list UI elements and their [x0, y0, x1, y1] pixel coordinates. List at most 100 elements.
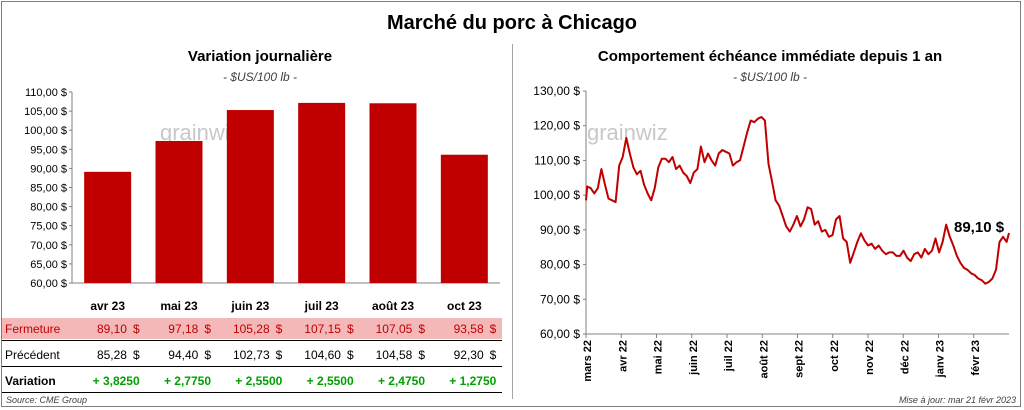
- bar-y-tick-label: 85,00 $: [30, 183, 67, 195]
- table-rule: [2, 340, 502, 341]
- bar-y-tick-label: 70,00 $: [30, 240, 67, 252]
- cell-value: 93,58: [453, 322, 484, 336]
- row-label: Fermeture: [5, 322, 61, 336]
- cell-value: + 2,7750: [163, 374, 211, 388]
- cell-value: 104,58: [375, 348, 413, 362]
- cell-value: 94,40: [168, 348, 199, 362]
- line-y-tick-label: 120,00 $: [533, 119, 580, 133]
- bar-y-tick-label: 80,00 $: [30, 202, 67, 214]
- line-y-tick-label: 70,00 $: [540, 292, 580, 306]
- cell-value: 92,30: [453, 348, 484, 362]
- close-row: Fermeture 89,10 $97,18 $105,28 $107,15 $107,0…: [2, 318, 502, 339]
- table-rule: [2, 366, 502, 367]
- bar-y-tick-label: 105,00 $: [24, 106, 67, 118]
- bar-x-tick-label: mai 23: [160, 299, 198, 313]
- right-chart-title: Comportement échéance immédiate depuis 1…: [597, 48, 943, 65]
- cell-currency: $: [418, 348, 425, 362]
- line-x-tick-label: déc 22: [899, 340, 911, 374]
- bar-y-tick-label: 60,00 $: [30, 278, 67, 290]
- row-label: Variation: [5, 374, 56, 388]
- bar-chart: grainwiz 60,00 $65,00 $70,00 $75,00 $80,…: [24, 87, 500, 313]
- table-cell: + 2,5500: [284, 374, 354, 388]
- table-cell: 104,60 $: [284, 348, 354, 362]
- table-cell: 107,05 $: [355, 322, 425, 336]
- bar-chart-axis: 60,00 $ 65,00 $ 70,00 $ 75,00 $ 80,00 $ 85,00…: [24, 87, 500, 290]
- previous-row: Précédent 85,28 $94,40 $102,73 $104,60 $104,5…: [2, 344, 502, 365]
- cell-currency: $: [489, 322, 497, 336]
- cell-currency: $: [489, 348, 497, 362]
- table-cell: 107,15 $: [284, 322, 354, 336]
- cell-value: 105,28: [232, 322, 270, 336]
- table-cell: 94,40 $: [141, 348, 211, 362]
- table-rule: [2, 392, 502, 393]
- cell-value: + 2,4750: [377, 374, 425, 388]
- right-chart-unit: - $US/100 lb -: [732, 70, 808, 84]
- page-title: Marché du porc à Chicago: [386, 12, 638, 34]
- table-cell: 92,30 $: [426, 348, 497, 362]
- row-label: Précédent: [5, 348, 60, 362]
- cell-currency: $: [275, 348, 283, 362]
- bar: [298, 102, 346, 284]
- cell-value: + 2,5500: [306, 374, 354, 388]
- bar-y-tick-label: 75,00 $: [30, 221, 67, 233]
- bar-y-tick-label: 65,00 $: [30, 259, 67, 271]
- line-y-tick-label: 60,00 $: [540, 327, 580, 341]
- cell-currency: $: [204, 322, 211, 336]
- left-chart-title: Variation journalière: [187, 48, 333, 65]
- update-note: Mise à jour: mar 21 févr 2023: [898, 395, 1016, 405]
- table-cell: + 3,8250: [70, 374, 140, 388]
- table-cell: + 2,7750: [141, 374, 211, 388]
- line-x-tick-label: août 22: [758, 340, 770, 379]
- cell-value: 85,28: [96, 348, 127, 362]
- line-x-tick-label: avr 22: [617, 340, 629, 372]
- bar-y-tick-label: 110,00 $: [25, 87, 67, 99]
- source-note: Source: CME Group: [6, 395, 88, 405]
- cell-value: 107,05: [375, 322, 413, 336]
- bar-y-tick-label: 95,00 $: [30, 144, 67, 156]
- cell-currency: $: [132, 348, 140, 362]
- bar-x-tick-label: oct 23: [447, 299, 482, 313]
- cell-currency: $: [346, 348, 354, 362]
- table-cell: 93,58 $: [426, 322, 497, 336]
- bar-y-tick-label: 100,00 $: [24, 125, 67, 137]
- change-row: Variation + 3,8250 + 2,7750 + 2,5500 + 2,550…: [2, 370, 502, 391]
- bar: [226, 110, 274, 284]
- line-x-tick-label: mars 22: [582, 340, 594, 382]
- line-x-tick-label: juil 22: [723, 340, 735, 372]
- line-chart: grainwiz 60,00 $70,00 $80,00 $90,00 $100…: [533, 84, 1010, 382]
- cell-currency: $: [132, 322, 140, 336]
- bar-x-tick-label: avr 23: [90, 299, 125, 313]
- table-cell: 85,28 $: [70, 348, 140, 362]
- bar-x-tick-label: juin 23: [230, 299, 269, 313]
- line-chart-axis: 60,00 $ 70,00 $ 80,00 $ 90,00 $ 100,00 $ 110,…: [533, 84, 1009, 382]
- cell-currency: $: [275, 322, 283, 336]
- line-y-tick-label: 80,00 $: [540, 258, 580, 272]
- bar-x-tick-label: août 23: [372, 299, 414, 313]
- line-x-tick-label: nov 22: [864, 340, 876, 375]
- bar: [369, 103, 417, 283]
- bar-x-tick-label: juil 23: [304, 299, 339, 313]
- table-cell: + 2,5500: [212, 374, 282, 388]
- cell-value: + 3,8250: [92, 374, 140, 388]
- line-x-tick-label: mai 22: [653, 340, 665, 374]
- table-cell: 104,58 $: [355, 348, 425, 362]
- line-y-tick-label: 130,00 $: [533, 84, 580, 98]
- table-cell: 97,18 $: [141, 322, 211, 336]
- line-x-tick-label: juin 22: [688, 340, 700, 376]
- cell-value: + 1,2750: [449, 374, 497, 388]
- cell-value: 107,15: [304, 322, 341, 336]
- cell-currency: $: [346, 322, 354, 336]
- line-y-tick-label: 100,00 $: [533, 188, 580, 202]
- table-cell: + 2,4750: [355, 374, 425, 388]
- line-y-tick-label: 110,00 $: [534, 153, 580, 167]
- line-x-tick-label: sept 22: [794, 340, 806, 378]
- cell-value: 102,73: [232, 348, 270, 362]
- line-x-tick-label: janv 23: [935, 340, 947, 378]
- cell-value: 97,18: [168, 322, 199, 336]
- cell-value: 104,60: [304, 348, 341, 362]
- line-x-tick-label: oct 22: [829, 340, 841, 372]
- bar: [440, 154, 488, 283]
- bar: [155, 140, 203, 283]
- cell-value: 89,10: [96, 322, 127, 336]
